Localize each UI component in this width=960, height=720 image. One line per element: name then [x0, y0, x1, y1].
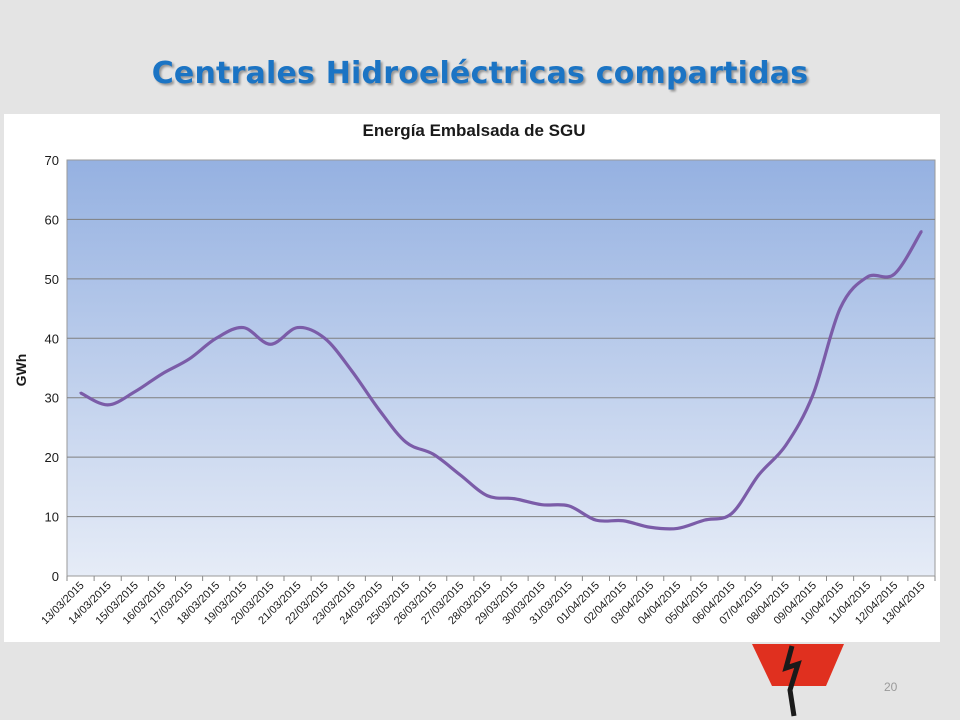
- series-layer: [79, 230, 923, 531]
- data-point: [513, 497, 516, 500]
- y-tick-label: 30: [45, 391, 59, 406]
- data-point: [730, 512, 733, 515]
- data-point: [296, 326, 299, 329]
- data-point: [594, 518, 598, 522]
- data-point: [323, 337, 326, 340]
- data-point: [811, 393, 815, 396]
- data-point: [160, 372, 164, 376]
- y-tick-label: 70: [45, 153, 59, 168]
- y-tick-label: 0: [52, 569, 59, 584]
- y-axis-ticks: 0 10 20 30 40 50 60 70: [45, 153, 59, 584]
- data-point: [703, 518, 706, 522]
- lightning-bolt-logo-icon: [752, 644, 844, 717]
- data-point: [404, 441, 408, 444]
- data-point: [133, 390, 137, 393]
- slide-title: Centrales Hidroeléctricas compartidas: [151, 56, 809, 91]
- data-point: [431, 452, 435, 456]
- y-tick-label: 50: [45, 272, 59, 287]
- data-point: [567, 504, 571, 508]
- chart-panel: Energía Embalsada de SGU 0 10 20 30 40 50 60 70…: [4, 114, 940, 642]
- data-point: [486, 494, 489, 497]
- data-point: [350, 369, 354, 373]
- data-point: [648, 526, 652, 529]
- gridlines: [67, 218, 935, 518]
- page-number: 20: [884, 680, 898, 694]
- y-tick-label: 20: [45, 450, 59, 465]
- y-tick-label: 40: [45, 331, 59, 346]
- chart-title: Energía Embalsada de SGU: [363, 121, 586, 140]
- data-point: [242, 326, 245, 329]
- data-point: [676, 527, 679, 530]
- data-point: [269, 343, 272, 346]
- data-point: [540, 503, 543, 506]
- data-point: [187, 357, 191, 361]
- y-axis-label: GWh: [13, 354, 29, 387]
- plot-area: [66, 159, 936, 577]
- data-point: [106, 403, 109, 407]
- y-tick-label: 60: [45, 212, 59, 227]
- data-point: [459, 473, 462, 477]
- data-point: [377, 408, 381, 411]
- x-axis-ticks: 13/03/201514/03/201515/03/201516/03/2015…: [39, 576, 936, 627]
- data-point: [757, 473, 760, 477]
- y-tick-label: 10: [45, 510, 59, 525]
- data-point: [621, 519, 625, 522]
- data-point: [893, 272, 896, 276]
- data-point: [79, 391, 82, 395]
- data-point: [865, 275, 869, 279]
- line-chart: Energía Embalsada de SGU 0 10 20 30 40 50 60 70…: [13, 121, 936, 627]
- data-point: [920, 230, 923, 233]
- data-point: [784, 444, 788, 447]
- data-point: [214, 337, 218, 340]
- data-point: [838, 307, 842, 310]
